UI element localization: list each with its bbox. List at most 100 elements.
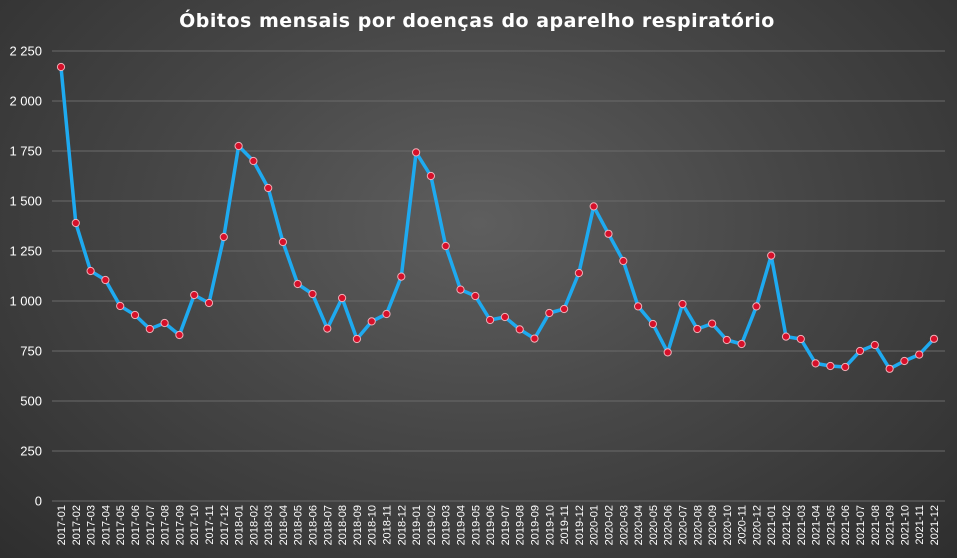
y-tick-label: 0	[35, 494, 42, 509]
data-point	[441, 241, 450, 251]
data-point	[500, 312, 509, 322]
y-tick-label: 500	[20, 394, 42, 409]
data-point	[885, 364, 894, 373]
data-point	[56, 62, 66, 72]
data-point	[767, 251, 776, 260]
x-tick-label: 2017-04	[100, 505, 112, 545]
x-tick-label: 2017-09	[174, 505, 186, 545]
data-point	[722, 335, 731, 345]
x-tick-label: 2019-09	[529, 505, 541, 545]
data-point	[589, 202, 598, 211]
x-tick-label: 2019-07	[500, 505, 512, 545]
x-tick-label: 2020-04	[633, 505, 645, 545]
data-point	[130, 310, 140, 320]
x-tick-label: 2017-06	[130, 505, 142, 545]
data-point	[900, 356, 909, 366]
x-tick-label: 2019-11	[559, 505, 571, 545]
data-point	[796, 334, 805, 344]
x-tick-label: 2020-08	[692, 505, 704, 545]
data-point	[86, 266, 95, 276]
x-tick-label: 2017-11	[204, 505, 216, 545]
data-point	[678, 299, 687, 309]
x-tick-label: 2018-12	[396, 505, 408, 545]
y-tick-label: 2 000	[9, 94, 42, 109]
x-tick-label: 2017-08	[160, 505, 172, 545]
x-tick-label: 2019-04	[456, 505, 468, 545]
x-tick-label: 2018-05	[293, 505, 305, 545]
data-point	[708, 319, 717, 328]
data-point	[249, 156, 258, 166]
x-tick-label: 2017-05	[115, 505, 127, 545]
x-tick-label: 2018-11	[382, 505, 394, 545]
y-axis-ticks: 0 250 500 750 1 000 1 250 1 500 1 750 2 000 2 250	[9, 44, 42, 509]
x-tick-label: 2018-04	[278, 505, 290, 545]
x-tick-label: 2019-03	[441, 505, 453, 545]
x-axis-ticks: 2017-01 2017-02 2017-03 2017-04 2017-05 2017-…	[56, 505, 941, 545]
data-point	[412, 148, 421, 157]
x-tick-label: 2020-11	[737, 505, 749, 545]
data-point	[382, 309, 391, 319]
x-tick-label: 2021-11	[914, 505, 926, 545]
x-tick-label: 2019-10	[544, 505, 556, 545]
x-tick-label: 2020-05	[648, 505, 660, 545]
y-tick-label: 2 250	[9, 44, 42, 59]
data-point	[204, 298, 214, 308]
data-point	[456, 285, 465, 294]
x-tick-label: 2021-07	[855, 505, 867, 545]
data-point	[915, 350, 924, 359]
x-tick-label: 2018-07	[322, 505, 334, 545]
x-tick-label: 2019-05	[470, 505, 482, 545]
series-layer	[56, 62, 939, 373]
gridlines	[52, 50, 945, 502]
data-point	[471, 291, 480, 301]
x-tick-label: 2019-02	[426, 505, 438, 545]
x-tick-label: 2019-12	[574, 505, 586, 545]
y-tick-label: 1 000	[9, 294, 42, 309]
data-point	[175, 330, 184, 340]
data-point	[160, 318, 169, 328]
x-tick-label: 2020-12	[751, 505, 763, 545]
x-tick-label: 2021-02	[781, 505, 793, 545]
data-point	[530, 334, 539, 343]
x-tick-label: 2020-01	[589, 505, 601, 545]
data-point	[515, 325, 524, 334]
x-tick-label: 2017-10	[189, 505, 201, 545]
x-tick-label: 2018-08	[337, 505, 349, 545]
x-tick-label: 2021-10	[899, 505, 911, 545]
x-tick-label: 2017-07	[145, 505, 157, 545]
data-point	[619, 256, 628, 266]
y-tick-label: 250	[20, 444, 42, 459]
x-tick-label: 2021-09	[885, 505, 897, 545]
data-point	[190, 290, 199, 300]
data-point	[486, 315, 495, 325]
x-tick-label: 2020-06	[663, 505, 675, 545]
data-point	[855, 346, 865, 356]
data-point	[929, 334, 939, 343]
x-tick-label: 2021-06	[840, 505, 852, 545]
x-tick-label: 2018-06	[308, 505, 320, 545]
data-point	[648, 319, 658, 329]
data-point	[145, 324, 154, 334]
data-point	[426, 171, 435, 181]
x-tick-label: 2019-08	[515, 505, 527, 545]
data-point	[693, 324, 702, 334]
x-tick-label: 2018-02	[248, 505, 260, 545]
x-tick-label: 2020-10	[722, 505, 734, 545]
x-tick-label: 2017-02	[71, 505, 83, 545]
data-point	[826, 361, 835, 371]
x-tick-label: 2021-01	[766, 505, 778, 545]
data-point	[545, 308, 554, 318]
data-point	[323, 324, 332, 333]
data-point	[234, 141, 243, 151]
data-point	[752, 302, 761, 311]
x-tick-label: 2021-12	[929, 505, 941, 545]
data-point	[293, 279, 302, 289]
data-point	[634, 302, 643, 311]
x-tick-label: 2017-03	[86, 505, 98, 545]
data-point	[367, 317, 376, 326]
data-point	[219, 232, 228, 242]
x-tick-label: 2018-10	[367, 505, 379, 545]
data-point	[560, 304, 569, 314]
